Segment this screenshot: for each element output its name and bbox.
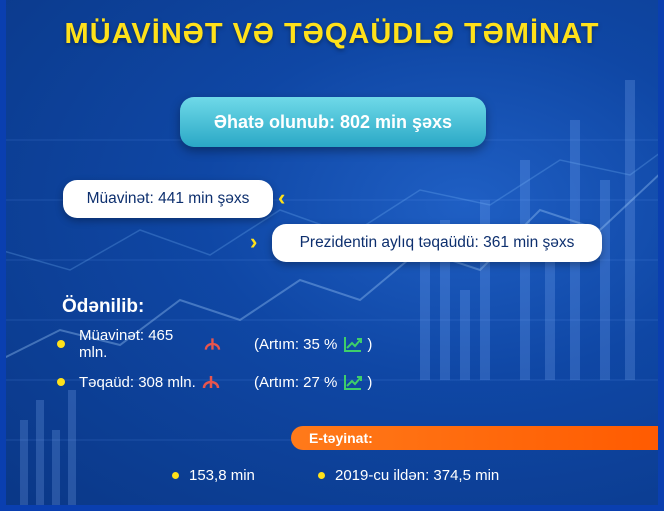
growth-label: (Artım: 35 % xyxy=(254,335,338,353)
benefit-people-pill: Müavinət: 441 min şəxs xyxy=(63,180,273,218)
growth-info: (Artım: 35 % ) xyxy=(254,335,372,353)
e-assignment-item: 2019-cu ildən: 374,5 min xyxy=(318,467,499,484)
bullet-dot-icon xyxy=(318,472,325,479)
growth-label: (Artım: 27 % xyxy=(254,373,338,391)
growth-info: (Artım: 27 % ) xyxy=(254,373,372,391)
manat-sign-icon xyxy=(204,338,221,350)
paid-amount: Müavinət: 465 mln. xyxy=(79,327,221,361)
growth-close: ) xyxy=(367,373,373,391)
bullet-dot-icon xyxy=(57,340,65,348)
e-assignment-item: 153,8 min xyxy=(172,467,255,484)
paid-heading: Ödənilib: xyxy=(62,296,145,317)
paid-amount-label: Təqaüd: 308 mln. xyxy=(79,373,196,391)
pension-people-pill: Prezidentin aylıq təqaüdü: 361 min şəxs xyxy=(272,224,602,262)
trend-up-icon xyxy=(344,375,363,390)
e-assignment-value: 2019-cu ildən: 374,5 min xyxy=(335,467,500,484)
paid-row-benefit: Müavinət: 465 mln. (Artım: 35 % ) xyxy=(57,327,372,361)
chevron-right-icon: › xyxy=(250,229,258,254)
paid-amount-label: Müavinət: 465 mln. xyxy=(79,327,174,361)
growth-close: ) xyxy=(367,335,373,353)
chevron-left-icon: ‹ xyxy=(278,185,286,210)
paid-amount: Təqaüd: 308 mln. xyxy=(79,374,221,391)
coverage-box: Əhatə olunub: 802 min şəxs xyxy=(180,97,486,147)
bullet-dot-icon xyxy=(172,472,179,479)
e-assignment-value: 153,8 min xyxy=(189,467,255,484)
trend-up-icon xyxy=(344,337,363,352)
manat-sign-icon xyxy=(202,376,219,389)
paid-row-pension: Təqaüd: 308 mln. (Artım: 27 % ) xyxy=(57,370,372,394)
e-assignment-band: E-təyinat: xyxy=(291,426,664,450)
page-title: MÜAVİNƏT VƏ TƏQAÜDLƏ TƏMİNAT xyxy=(64,18,600,50)
bullet-dot-icon xyxy=(57,378,65,386)
